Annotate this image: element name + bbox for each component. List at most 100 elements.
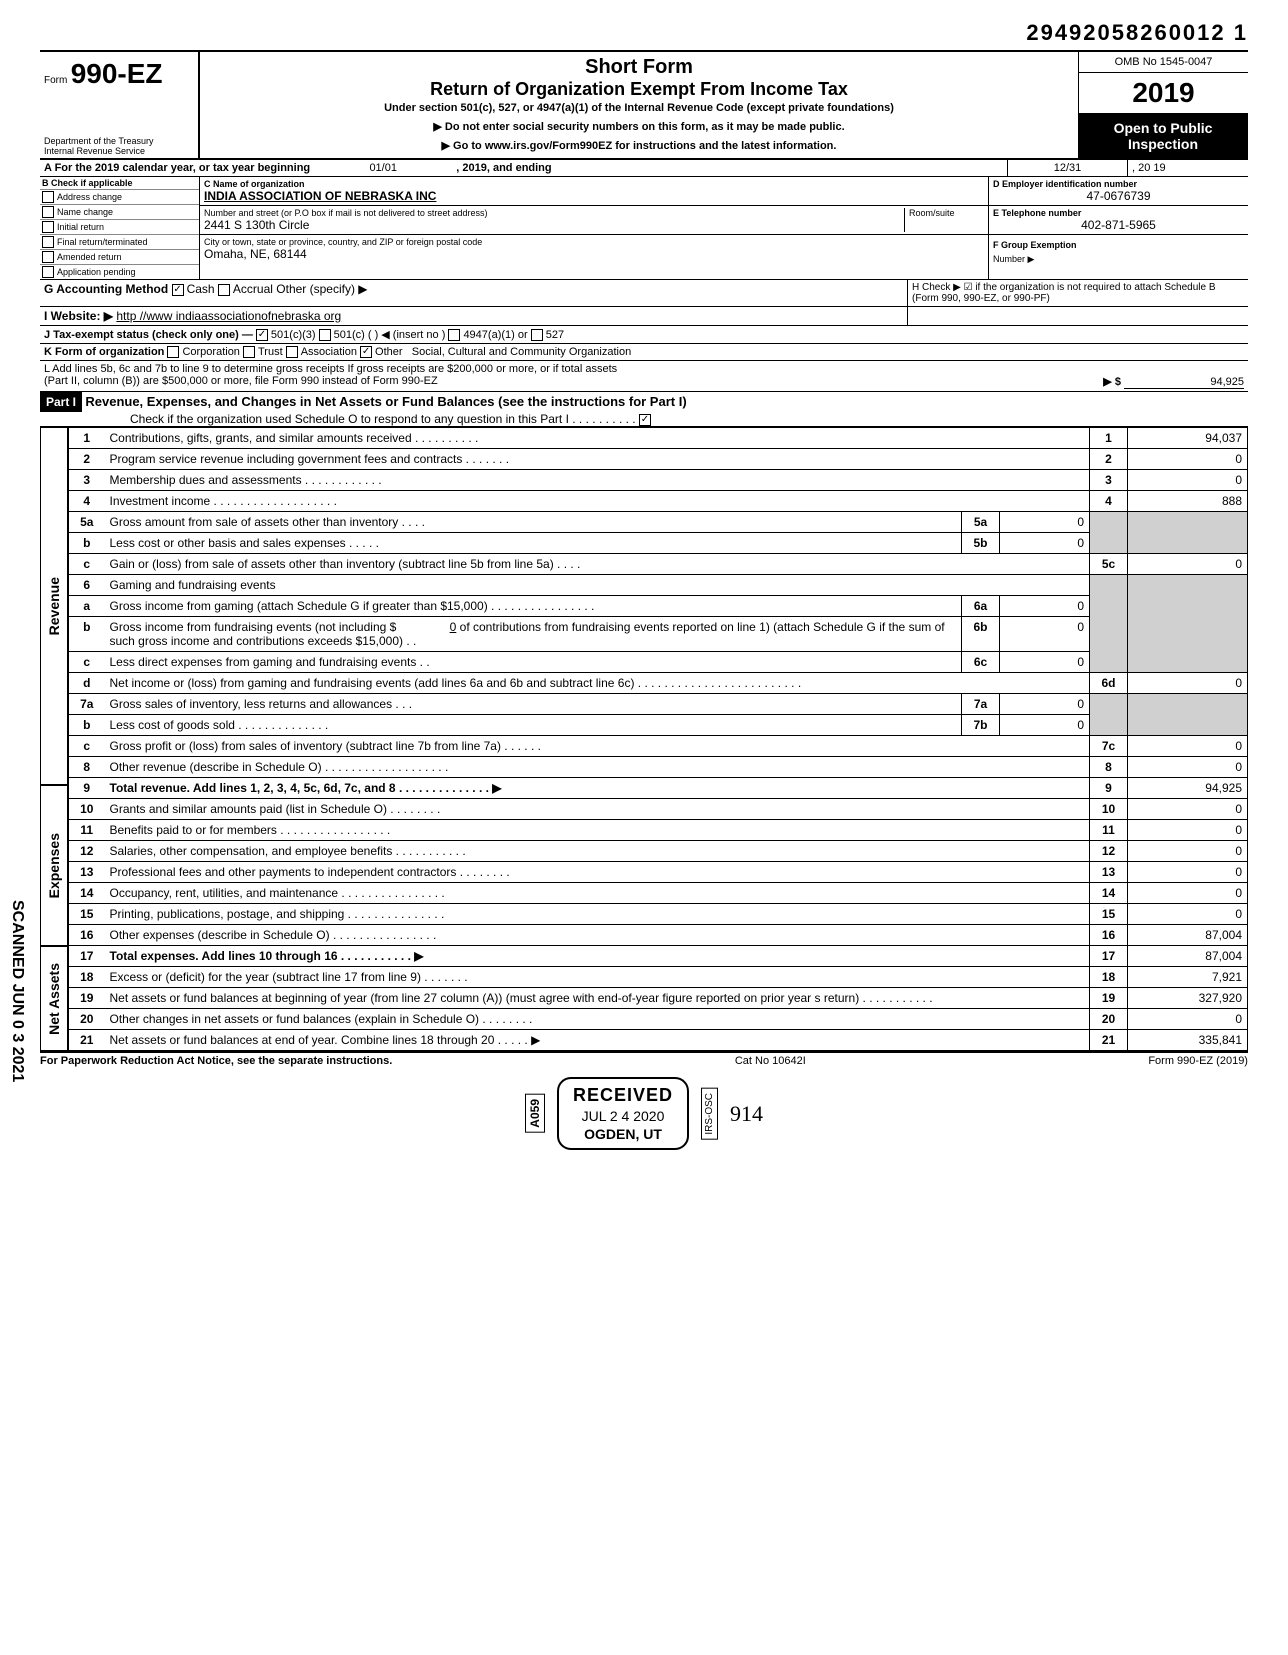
line-6a: aGross income from gaming (attach Schedu…	[69, 596, 1248, 617]
line-6c: cLess direct expenses from gaming and fu…	[69, 652, 1248, 673]
chk-name[interactable]	[42, 206, 54, 218]
header-number: 29492058260012 1	[1026, 20, 1248, 46]
end-date: 12/31	[1008, 160, 1128, 176]
j-501c3: 501(c)(3)	[271, 329, 316, 341]
chk-527[interactable]	[531, 329, 543, 341]
line-10: 10Grants and similar amounts paid (list …	[69, 799, 1248, 820]
chk-4947[interactable]	[448, 329, 460, 341]
title-short: Short Form	[208, 56, 1070, 79]
chk-accrual[interactable]	[218, 284, 230, 296]
line-19: 19Net assets or fund balances at beginni…	[69, 988, 1248, 1009]
line-5a: 5aGross amount from sale of assets other…	[69, 512, 1248, 533]
ein-value: 47-0676739	[993, 189, 1244, 203]
form-prefix: Form	[44, 75, 67, 86]
chk-address[interactable]	[42, 191, 54, 203]
footer-right: Form 990-EZ (2019)	[1148, 1055, 1248, 1067]
handwritten-914: 914	[730, 1101, 763, 1127]
line-6b: bGross income from fundraising events (n…	[69, 617, 1248, 652]
part1-badge: Part I	[40, 392, 82, 412]
stamp-received-box: RECEIVED JUL 2 4 2020 OGDEN, UT	[557, 1077, 689, 1150]
line-16: 16Other expenses (describe in Schedule O…	[69, 925, 1248, 946]
chk-pending[interactable]	[42, 266, 54, 278]
chk-schedule-o[interactable]	[639, 414, 651, 426]
chk-other[interactable]	[360, 346, 372, 358]
e-label: E Telephone number	[993, 208, 1244, 218]
side-expenses: Expenses	[44, 829, 64, 902]
line-11: 11Benefits paid to or for members . . . …	[69, 820, 1248, 841]
begin-date: 01/01	[313, 162, 453, 174]
row-i: I Website: ▶ http //www indiaassociation…	[40, 307, 1248, 326]
col-def: D Employer identification number 47-0676…	[988, 177, 1248, 279]
line-5b: bLess cost or other basis and sales expe…	[69, 533, 1248, 554]
k-label: K Form of organization	[44, 346, 164, 358]
chk-pending-label: Application pending	[57, 267, 136, 277]
j-527: 527	[546, 329, 564, 341]
stamp-irs-osc: IRS-OSC	[701, 1088, 718, 1140]
chk-initial-label: Initial return	[57, 222, 104, 232]
line-17: 17Total expenses. Add lines 10 through 1…	[69, 946, 1248, 967]
open-public: Open to Public	[1082, 120, 1244, 136]
chk-amended-label: Amended return	[57, 252, 122, 262]
chk-assoc[interactable]	[286, 346, 298, 358]
title-main: Return of Organization Exempt From Incom…	[208, 79, 1070, 100]
scanned-stamp: SCANNED JUN 0 3 2021	[8, 900, 26, 1082]
chk-initial[interactable]	[42, 221, 54, 233]
chk-final[interactable]	[42, 236, 54, 248]
side-netassets: Net Assets	[44, 959, 64, 1039]
right-boxes: OMB No 1545-0047 2019 Open to Public Ins…	[1078, 52, 1248, 158]
c-row: C Name of organization INDIA ASSOCIATION…	[200, 177, 988, 206]
chk-trust[interactable]	[243, 346, 255, 358]
l-text1: L Add lines 5b, 6c and 7b to line 9 to d…	[44, 363, 1244, 375]
title-block: Form 990-EZ Department of the Treasury I…	[40, 50, 1248, 160]
website-value: http //www indiaassociationofnebraska or…	[116, 309, 341, 323]
title-under: Under section 501(c), 527, or 4947(a)(1)…	[208, 102, 1070, 114]
city-label: City or town, state or province, country…	[204, 237, 984, 247]
part1-header-row: Part I Revenue, Expenses, and Changes in…	[40, 392, 1248, 427]
line-7a: 7aGross sales of inventory, less returns…	[69, 694, 1248, 715]
k-assoc: Association	[301, 346, 357, 358]
part1-title: Revenue, Expenses, and Changes in Net As…	[85, 394, 686, 409]
omb-box: OMB No 1545-0047	[1078, 52, 1248, 73]
row-l: L Add lines 5b, 6c and 7b to line 9 to d…	[40, 361, 1248, 392]
g-label: G Accounting Method	[44, 282, 168, 296]
part1-check-text: Check if the organization used Schedule …	[130, 412, 636, 426]
line-4: 4Investment income . . . . . . . . . . .…	[69, 491, 1248, 512]
main-block: Revenue Expenses Net Assets 1Contributio…	[40, 427, 1248, 1051]
k-other-value: Social, Cultural and Community Organizat…	[412, 346, 632, 358]
dept-line1: Department of the Treasury	[44, 136, 194, 146]
stamp-received: RECEIVED	[573, 1085, 673, 1106]
notice-ssn: ▶ Do not enter social security numbers o…	[208, 120, 1070, 133]
l-text2: (Part II, column (B)) are $500,000 or mo…	[44, 375, 438, 389]
chk-501c3[interactable]	[256, 329, 268, 341]
row-gh: G Accounting Method Cash Accrual Other (…	[40, 280, 1248, 307]
col-b: B Check if applicable Address change Nam…	[40, 177, 200, 279]
line-13: 13Professional fees and other payments t…	[69, 862, 1248, 883]
b-label: B Check if applicable	[40, 177, 199, 190]
stamp-ogden: OGDEN, UT	[573, 1126, 673, 1142]
org-name: INDIA ASSOCIATION OF NEBRASKA INC	[204, 189, 984, 203]
year-suffix: , 20 19	[1128, 160, 1248, 176]
line-15: 15Printing, publications, postage, and s…	[69, 904, 1248, 925]
footer: For Paperwork Reduction Act Notice, see …	[40, 1051, 1248, 1067]
chk-final-label: Final return/terminated	[57, 237, 148, 247]
chk-cash[interactable]	[172, 284, 184, 296]
side-revenue: Revenue	[44, 573, 64, 639]
l6b-pre: Gross income from fundraising events (no…	[110, 620, 397, 634]
line-2: 2Program service revenue including gover…	[69, 449, 1248, 470]
dept-treasury: Department of the Treasury Internal Reve…	[40, 134, 200, 158]
l-arrow: ▶ $	[1103, 376, 1121, 388]
chk-amended[interactable]	[42, 251, 54, 263]
row-k: K Form of organization Corporation Trust…	[40, 344, 1248, 361]
row-a-mid: , 2019, and ending	[456, 162, 551, 174]
city-value: Omaha, NE, 68144	[204, 247, 984, 261]
line-8: 8Other revenue (describe in Schedule O) …	[69, 757, 1248, 778]
top-header: 29492058260012 1	[40, 20, 1248, 46]
line-12: 12Salaries, other compensation, and empl…	[69, 841, 1248, 862]
city-row: City or town, state or province, country…	[200, 235, 988, 263]
line-3: 3Membership dues and assessments . . . .…	[69, 470, 1248, 491]
line-14: 14Occupancy, rent, utilities, and mainte…	[69, 883, 1248, 904]
stamp-date: JUL 2 4 2020	[573, 1108, 673, 1124]
chk-corp[interactable]	[167, 346, 179, 358]
chk-501c[interactable]	[319, 329, 331, 341]
line-9: 9Total revenue. Add lines 1, 2, 3, 4, 5c…	[69, 778, 1248, 799]
